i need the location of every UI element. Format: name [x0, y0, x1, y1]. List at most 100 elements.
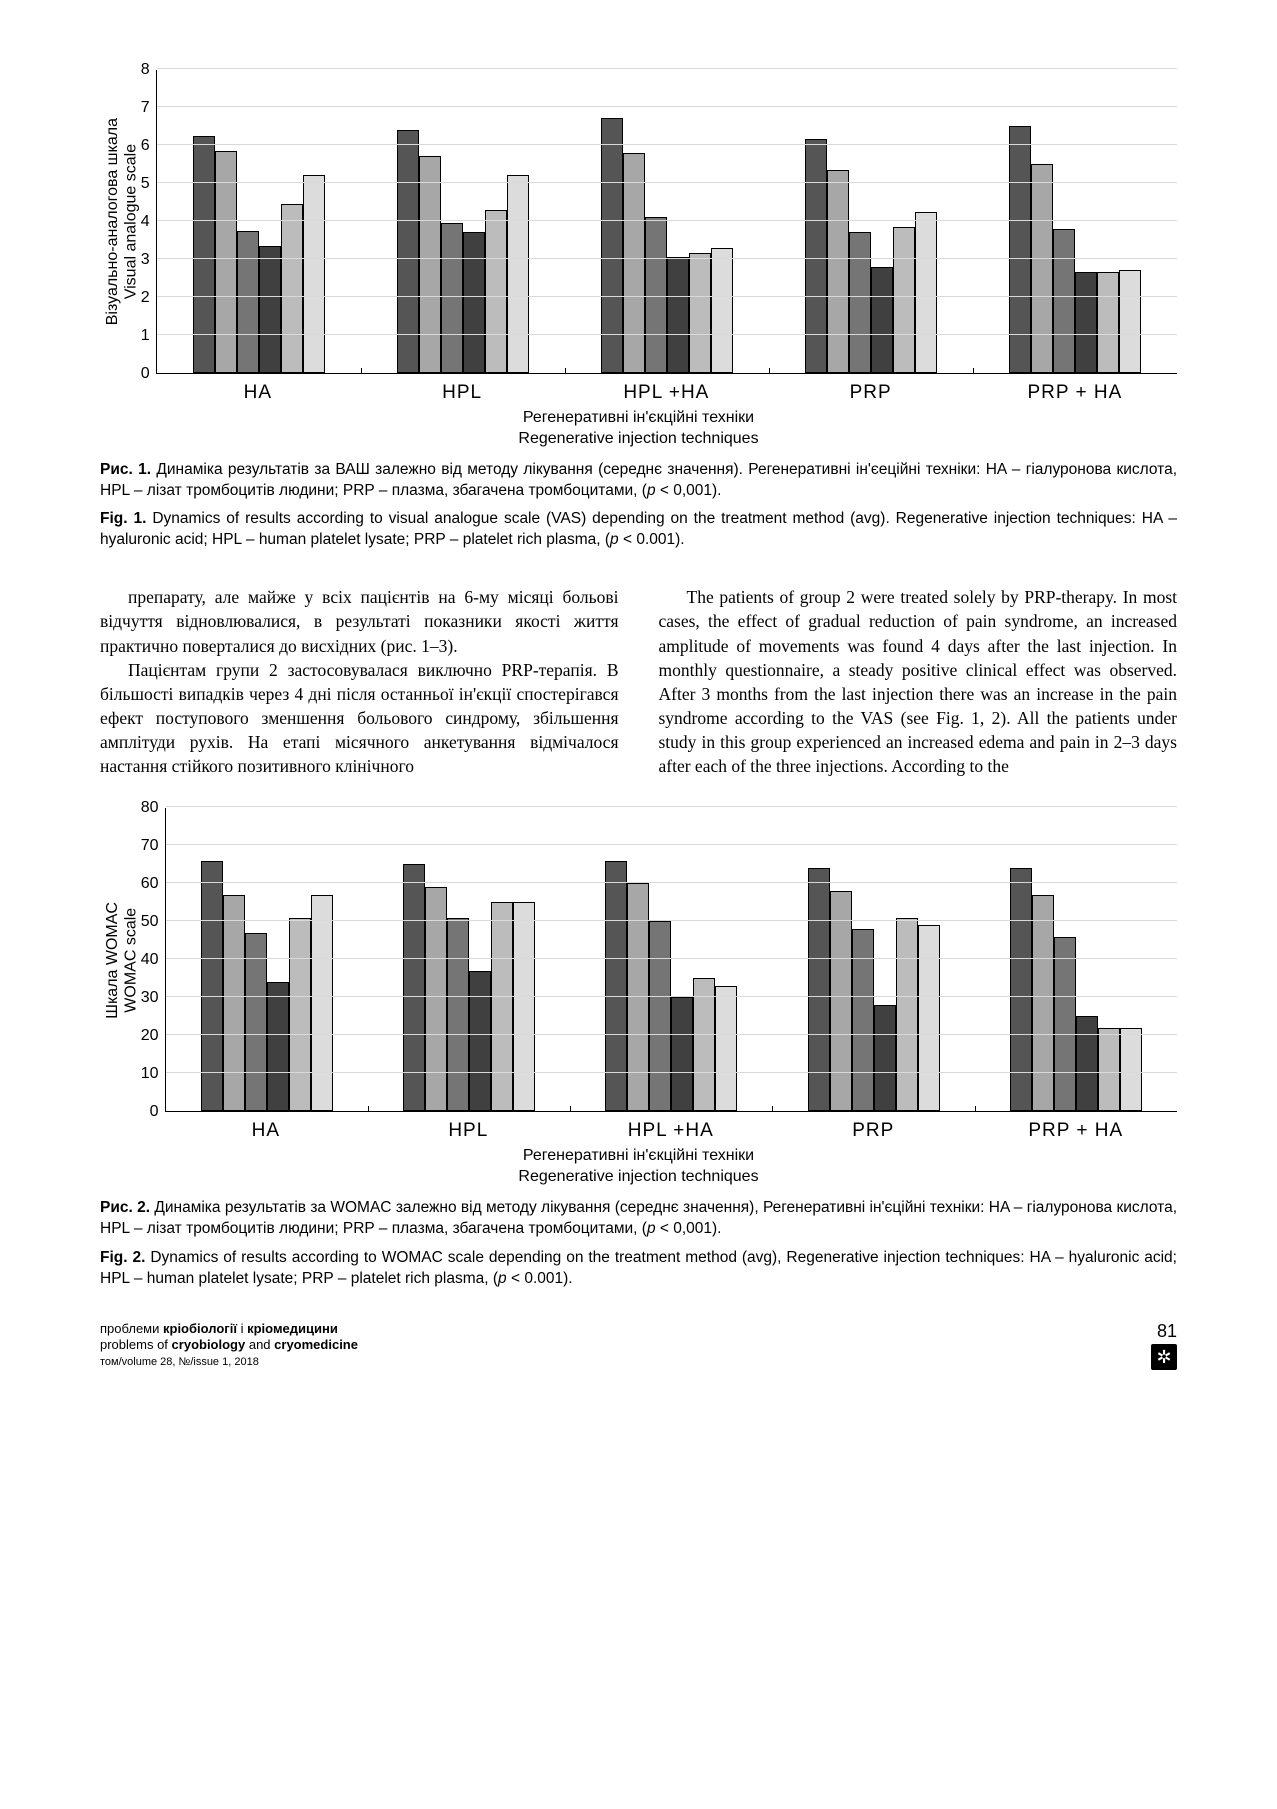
- bar: [627, 883, 649, 1111]
- fig2-caption-en: Fig. 2. Dynamics of results according to…: [100, 1248, 1177, 1290]
- bar: [1010, 868, 1032, 1111]
- bar: [1119, 270, 1141, 373]
- xlabel: PRP: [772, 1112, 974, 1142]
- fig1-yaxis: 876543210: [141, 70, 156, 374]
- bar: [447, 918, 469, 1112]
- bar: [1098, 1028, 1120, 1112]
- bar: [852, 929, 874, 1111]
- fig2-caption-uk: Рис. 2. Динаміка результатів за WOMAC за…: [100, 1198, 1177, 1240]
- bar-group: [565, 70, 769, 373]
- fig1-ylabel: Візуально-аналогова шкалаVisual analogue…: [100, 118, 141, 325]
- bar: [397, 130, 419, 373]
- xlabel: PRP: [768, 374, 972, 404]
- xlabel: HPL: [360, 374, 564, 404]
- gridline: [157, 144, 1177, 145]
- bar: [223, 895, 245, 1112]
- gridline: [157, 258, 1177, 259]
- fig2-plot: [165, 808, 1177, 1112]
- bar: [507, 175, 529, 373]
- bar: [267, 982, 289, 1111]
- xlabel: HPL +HA: [570, 1112, 772, 1142]
- bar: [259, 246, 281, 373]
- bar: [311, 895, 333, 1112]
- body-col-right: The patients of group 2 were treated sol…: [659, 585, 1178, 778]
- gridline: [166, 1034, 1177, 1035]
- bar-group: [361, 70, 565, 373]
- body-text: препарату, але майже у всіх пацієнтів на…: [100, 585, 1177, 778]
- fig1-xaxis-title: Регенеративні ін'єкційні технікиRegenera…: [100, 408, 1177, 450]
- bar: [201, 861, 223, 1112]
- bar-group: [157, 70, 361, 373]
- page-footer: проблеми кріобіології і кріомедицини pro…: [100, 1320, 1177, 1371]
- bar: [281, 204, 303, 373]
- bar: [711, 248, 733, 373]
- bar: [830, 891, 852, 1111]
- x-minor-tick: [368, 1106, 369, 1112]
- bar-group: [166, 808, 368, 1111]
- bar: [605, 861, 627, 1112]
- bar: [915, 212, 937, 374]
- gridline: [166, 920, 1177, 921]
- bar: [1120, 1028, 1142, 1112]
- bar: [671, 997, 693, 1111]
- fig1-caption-en: Fig. 1. Dynamics of results according to…: [100, 509, 1177, 551]
- bar: [463, 232, 485, 373]
- bar: [193, 136, 215, 374]
- bar-group: [570, 808, 772, 1111]
- snowflake-icon: ✲: [1151, 1344, 1177, 1370]
- xlabel: PRP + HA: [975, 1112, 1177, 1142]
- bar: [849, 232, 871, 373]
- bar: [693, 978, 715, 1111]
- bar: [623, 153, 645, 373]
- bar: [1031, 164, 1053, 373]
- bar: [896, 918, 918, 1112]
- x-minor-tick: [565, 368, 566, 374]
- gridline: [166, 806, 1177, 807]
- x-minor-tick: [570, 1106, 571, 1112]
- xlabel: HA: [156, 374, 360, 404]
- gridline: [157, 106, 1177, 107]
- bar: [1075, 272, 1097, 373]
- bar: [303, 175, 325, 373]
- xlabel: HPL +HA: [564, 374, 768, 404]
- bar: [245, 933, 267, 1112]
- bar-group: [772, 808, 974, 1111]
- fig1-plot: [156, 70, 1177, 374]
- bar: [441, 223, 463, 373]
- gridline: [157, 182, 1177, 183]
- xlabel: HPL: [367, 1112, 569, 1142]
- gridline: [157, 296, 1177, 297]
- bar-group: [975, 808, 1177, 1111]
- bar-group: [769, 70, 973, 373]
- page-number: 81: [1157, 1321, 1177, 1341]
- fig2-ylabel: Шкала WOMACWOMAC scale: [100, 902, 141, 1019]
- bar-group: [368, 808, 570, 1111]
- bar: [513, 902, 535, 1111]
- bar: [1032, 895, 1054, 1112]
- bar: [874, 1005, 896, 1111]
- bar: [893, 227, 915, 373]
- body-paragraph: Пацієнтам групи 2 застосовувалася виключ…: [100, 658, 619, 779]
- gridline: [157, 220, 1177, 221]
- bar: [419, 156, 441, 373]
- fig2-yaxis: 80706050403020100: [141, 808, 165, 1112]
- bar: [808, 868, 830, 1111]
- body-col-left: препарату, але майже у всіх пацієнтів на…: [100, 585, 619, 778]
- fig2-xaxis: HAHPLHPL +HAPRPPRP + HA: [165, 1112, 1177, 1142]
- fig2-xaxis-title: Регенеративні ін'єкційні технікиRegenera…: [100, 1146, 1177, 1188]
- x-minor-tick: [772, 1106, 773, 1112]
- bar: [689, 253, 711, 373]
- bar: [1076, 1016, 1098, 1111]
- bar: [469, 971, 491, 1112]
- gridline: [166, 958, 1177, 959]
- gridline: [166, 1072, 1177, 1073]
- bar: [1009, 126, 1031, 373]
- bar: [485, 210, 507, 373]
- bar: [491, 902, 513, 1111]
- bar: [289, 918, 311, 1112]
- x-minor-tick: [975, 1106, 976, 1112]
- x-minor-tick: [973, 368, 974, 374]
- x-minor-tick: [769, 368, 770, 374]
- body-paragraph: препарату, але майже у всіх пацієнтів на…: [100, 585, 619, 657]
- gridline: [166, 882, 1177, 883]
